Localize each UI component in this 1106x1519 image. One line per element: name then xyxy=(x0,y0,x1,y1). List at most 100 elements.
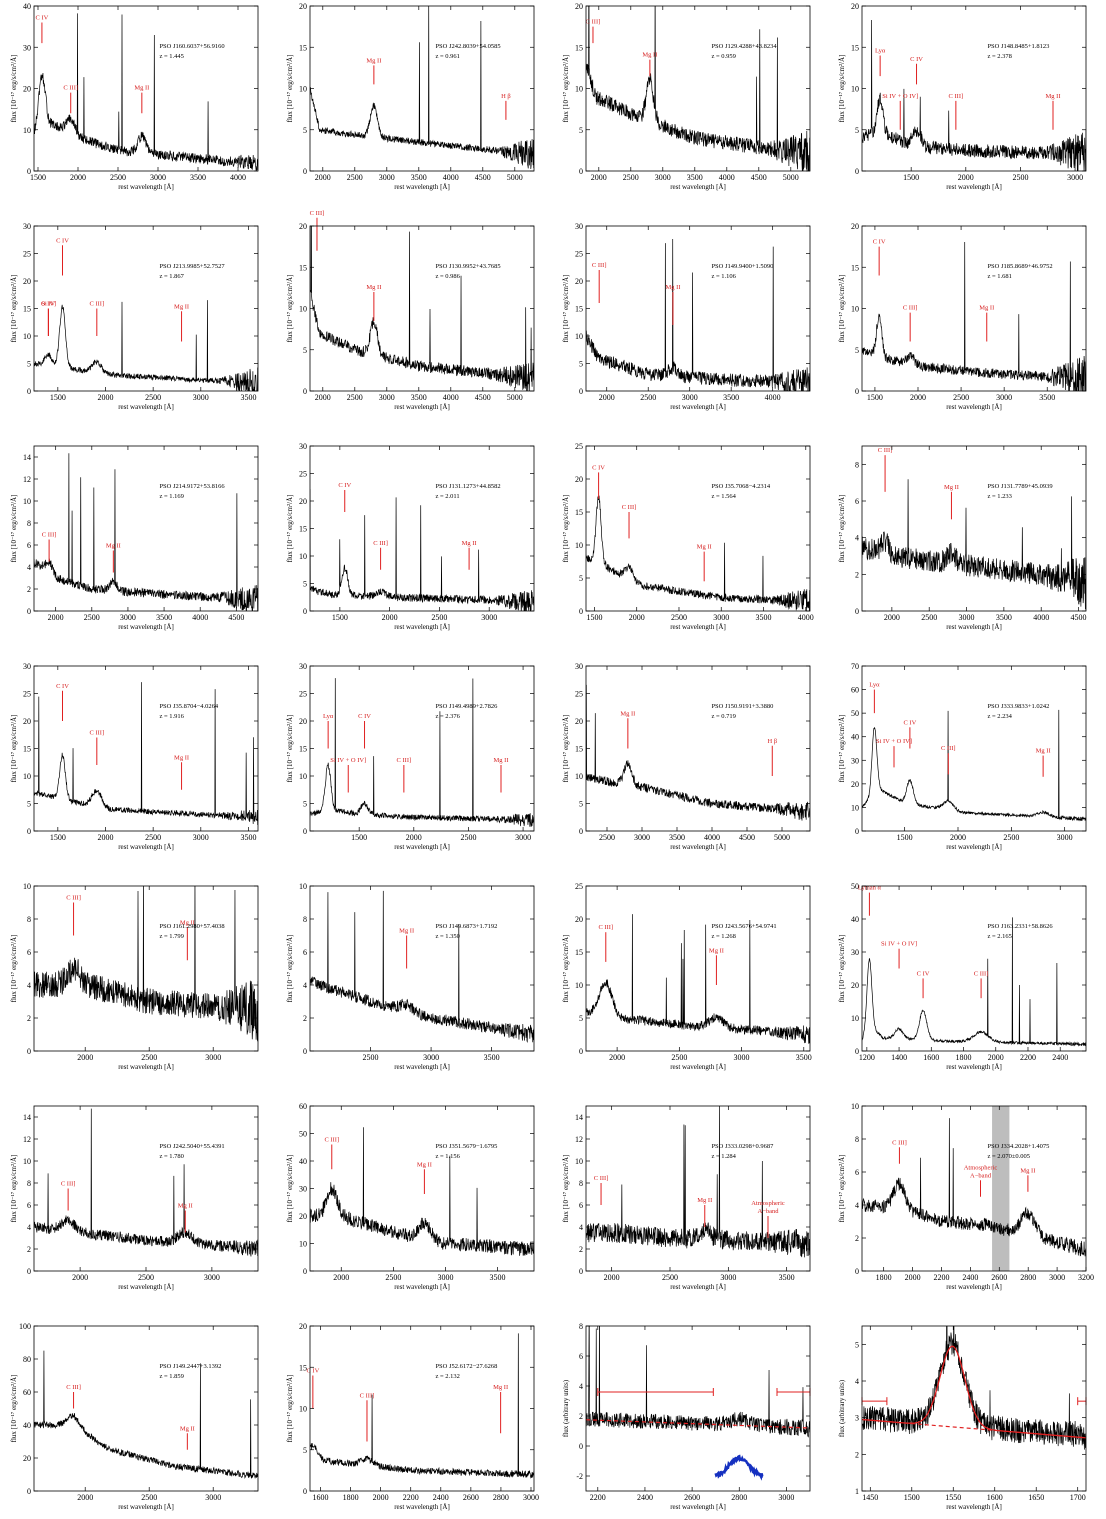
x-tick-label: 1500 xyxy=(867,393,883,402)
y-tick-label: 20 xyxy=(23,1454,31,1463)
line-label: Atmospheric xyxy=(964,1164,998,1171)
y-tick-label: 2 xyxy=(855,1234,859,1243)
y-tick-label: 10 xyxy=(23,772,31,781)
x-tick-label: 3000 xyxy=(734,1053,750,1062)
x-tick-label: 3000 xyxy=(634,833,650,842)
x-tick-label: 2500 xyxy=(662,1273,678,1282)
x-tick-label: 4500 xyxy=(475,173,491,182)
x-tick-label: 2000 xyxy=(609,1053,625,1062)
x-tick-label: 2500 xyxy=(671,613,687,622)
y-tick-label: 2 xyxy=(579,1245,583,1254)
y-tick-label: 0 xyxy=(27,1487,31,1496)
x-tick-label: 3000 xyxy=(379,393,395,402)
x-tick-label: 3500 xyxy=(490,1273,506,1282)
y-tick-label: 25 xyxy=(23,250,31,259)
line-label: Mg II xyxy=(462,540,477,547)
y-tick-label: 25 xyxy=(299,470,307,479)
line-label: Mg II xyxy=(1020,1167,1035,1174)
y-tick-label: 0 xyxy=(27,607,31,616)
spectrum-panel-3: C III] Mg II 2000 2500 3000 3500 4000 4500 5000 0… xyxy=(562,2,811,191)
y-axis-title: flux [10⁻¹⁷ erg/s/cm²/Å] xyxy=(286,935,294,1003)
y-tick-label: 40 xyxy=(851,915,859,924)
x-tick-label: 1800 xyxy=(876,1273,892,1282)
x-tick-label: 2000 xyxy=(97,393,113,402)
x-axis-title: rest wavelength [Å] xyxy=(118,403,174,411)
y-tick-label: 0 xyxy=(855,1047,859,1056)
spectrum-panel-7: C III] Mg II 2000 2500 3000 3500 4000 0 5 10 15 20 2… xyxy=(562,222,811,411)
line-label: C III] xyxy=(310,210,325,217)
spectrum-panel-16: Lyα C IV Si IV + O IV] C III] Mg II 1500 2000 2… xyxy=(838,662,1087,851)
spectrum-trace xyxy=(310,489,534,611)
line-label: Mg II xyxy=(944,484,959,491)
x-tick-label: 2500 xyxy=(138,1273,154,1282)
x-tick-label: 3000 xyxy=(193,833,209,842)
x-tick-label: 2500 xyxy=(921,613,937,622)
y-axis-title: flux [10⁻¹⁷ erg/s/cm²/Å] xyxy=(10,495,18,563)
x-tick-label: 1400 xyxy=(891,1053,907,1062)
y-tick-label: 2 xyxy=(303,1014,307,1023)
spectrum-panel-9: C III] Mg II 2000 2500 3000 3500 4000 4500 0 2 4 6 8… xyxy=(10,445,259,631)
y-tick-label: 5 xyxy=(579,1014,583,1023)
y-axis-title: flux [10⁻¹⁷ erg/s/cm²/Å] xyxy=(562,1155,570,1223)
x-tick-label: 2000 xyxy=(599,393,615,402)
y-tick-label: 50 xyxy=(851,882,859,891)
plot-frame xyxy=(309,665,535,832)
x-tick-label: 2500 xyxy=(671,1053,687,1062)
plot-frame xyxy=(861,1105,1087,1272)
plot-frame xyxy=(861,665,1087,832)
y-tick-label: 8 xyxy=(303,915,307,924)
y-tick-label: 4 xyxy=(303,981,307,990)
plot-frame xyxy=(585,5,811,172)
object-name: PSO J214.9172+53.8166 xyxy=(159,483,225,490)
redshift-label: z = 2.165 xyxy=(987,933,1011,940)
y-tick-label: 0 xyxy=(27,167,31,176)
y-tick-label: 20 xyxy=(299,1212,307,1221)
x-axis-title: rest wavelength [Å] xyxy=(118,1283,174,1291)
object-name: PSO J333.9833+1.0242 xyxy=(987,703,1049,710)
x-tick-label: 2000 xyxy=(910,393,926,402)
y-axis-title: flux [10⁻¹⁷ erg/s/cm²/Å] xyxy=(838,715,846,783)
y-tick-label: 20 xyxy=(851,2,859,11)
line-label: C IV xyxy=(306,1368,319,1375)
spectrum-trace xyxy=(34,300,258,391)
spectrum-trace xyxy=(586,238,810,391)
spectrum-panel-17: C III] Mg II 2000 2500 3000 0 2 4 6 8 10 rest wavel… xyxy=(10,882,259,1071)
line-label: C III] xyxy=(622,504,637,511)
redshift-label: z = 1.169 xyxy=(159,493,183,500)
x-tick-label: 3000 xyxy=(193,393,209,402)
line-label: Mg II xyxy=(697,1197,712,1204)
line-label: Mg II xyxy=(642,52,657,59)
object-name: PSO J242.5040+55.4391 xyxy=(159,1143,224,1150)
redshift-label: z = 2.234 xyxy=(987,713,1012,720)
plot-frame xyxy=(33,1325,259,1492)
line-label: Si IV + O IV] xyxy=(881,941,917,948)
y-axis-title: flux (arbitrary units) xyxy=(562,1379,570,1437)
y-tick-label: 14 xyxy=(575,1113,583,1122)
x-tick-label: 3000 xyxy=(778,1493,794,1502)
x-tick-label: 3000 xyxy=(205,1493,221,1502)
x-tick-label: 1500 xyxy=(904,1493,920,1502)
x-tick-label: 2000 xyxy=(988,1053,1004,1062)
x-axis-title: rest wavelength [Å] xyxy=(946,1503,1002,1511)
x-tick-label: 2600 xyxy=(991,1273,1007,1282)
x-tick-label: 2000 xyxy=(604,1273,620,1282)
redshift-label: z = 1.564 xyxy=(711,493,736,500)
object-name: PSO J149.6873+1.7192 xyxy=(435,923,497,930)
y-axis-title: flux [10⁻¹⁷ erg/s/cm²/Å] xyxy=(10,1375,18,1443)
object-name: PSO J35.8704−4.0264 xyxy=(159,703,218,710)
y-tick-label: 5 xyxy=(27,360,31,369)
x-axis-title: rest wavelength [Å] xyxy=(118,1503,174,1511)
y-tick-label: 10 xyxy=(299,882,307,891)
x-tick-label: 2500 xyxy=(1012,173,1028,182)
x-tick-label: 4500 xyxy=(739,833,755,842)
y-tick-label: 20 xyxy=(299,497,307,506)
x-tick-label: 2800 xyxy=(493,1493,509,1502)
y-tick-label: 15 xyxy=(851,263,859,272)
line-label: C III] xyxy=(974,970,989,977)
line-label: C IV xyxy=(358,713,371,720)
x-axis-title: rest wavelength [Å] xyxy=(670,183,726,191)
x-tick-label: 2200 xyxy=(1020,1053,1036,1062)
x-tick-label: 3000 xyxy=(437,1273,453,1282)
y-tick-label: 6 xyxy=(855,497,859,506)
